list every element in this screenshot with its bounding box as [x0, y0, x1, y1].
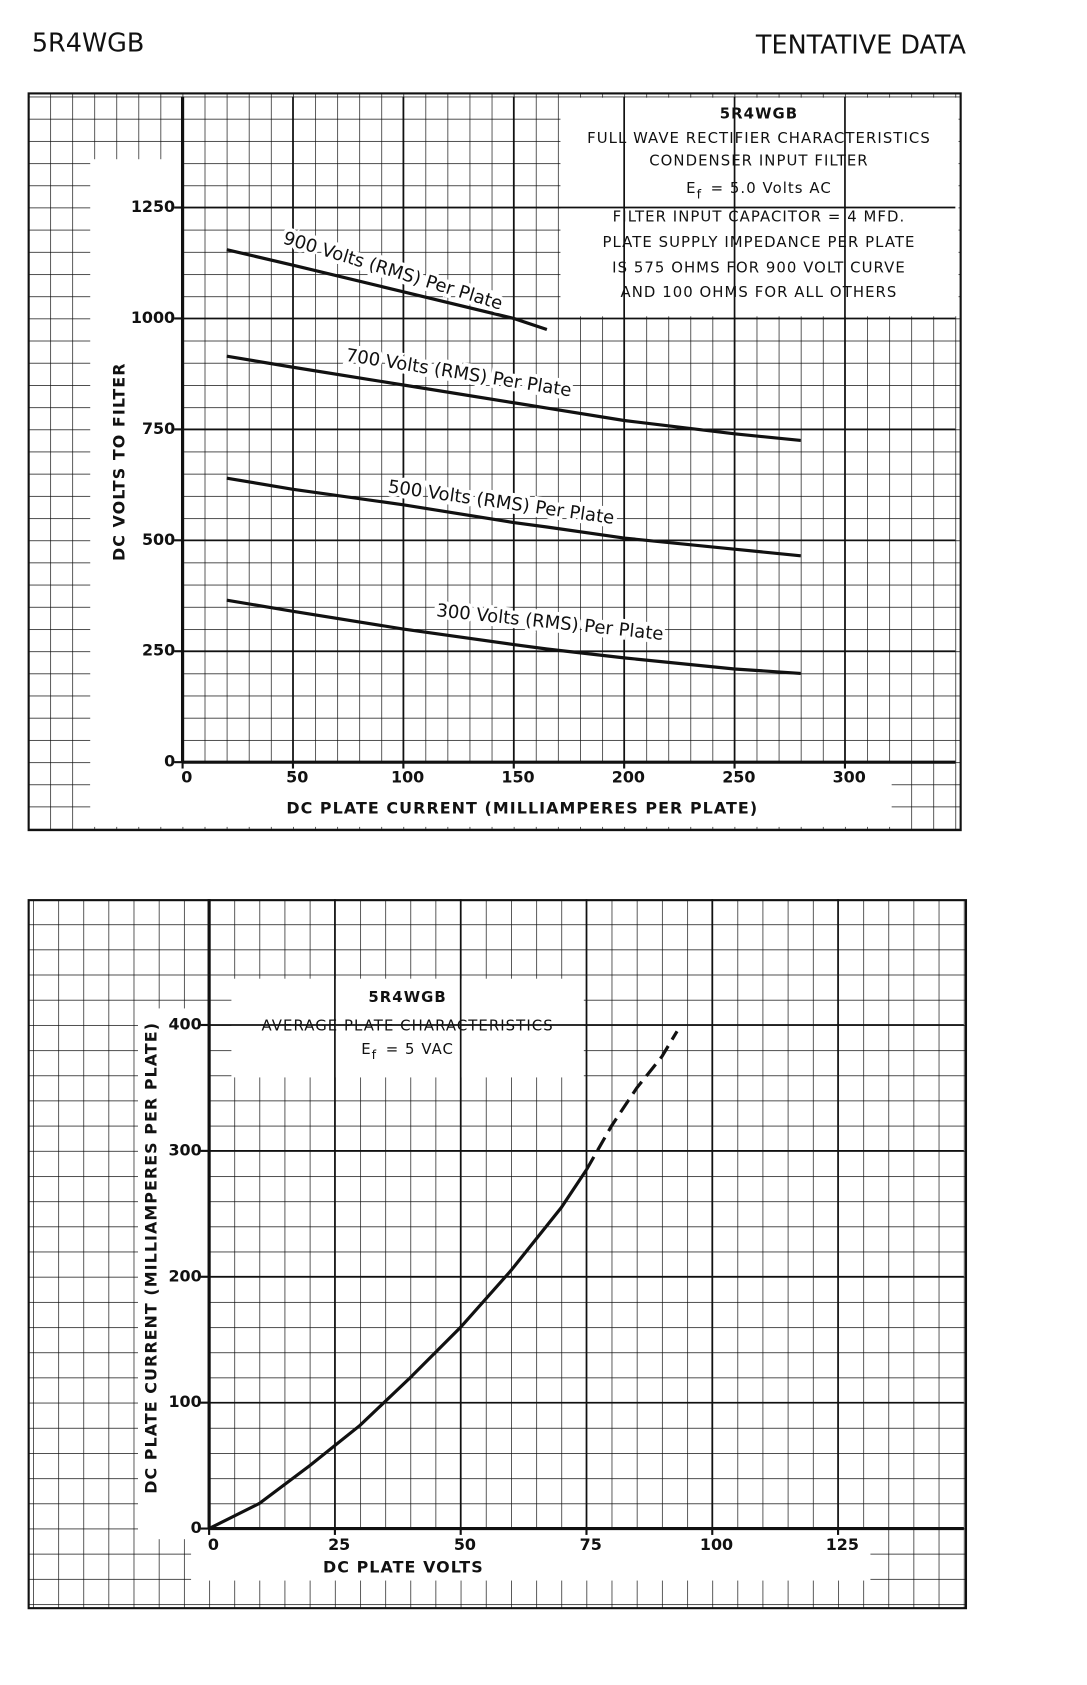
- page-header-right: TENTATIVE DATA: [755, 31, 967, 61]
- formula-text: = 5 VAC: [386, 1040, 454, 1058]
- panel-background: [231, 978, 584, 1078]
- annotation-line: AVERAGE PLATE CHARACTERISTICS: [262, 1016, 554, 1034]
- y-tick-label: 100: [168, 1392, 201, 1411]
- chart: 0 250 500 750 1000 1250 0 50 100 150 200 250 300 DC P…: [27, 92, 962, 832]
- data-line: [208, 1168, 588, 1530]
- y-tick-label: 0: [164, 752, 175, 771]
- y-axis-label: DC PLATE CURRENT (MILLIAMPERES PER PLATE…: [141, 1022, 160, 1494]
- data-line: [226, 354, 801, 443]
- x-axis-label: DC PLATE VOLTS: [323, 1557, 484, 1576]
- annotation-line: CONDENSER INPUT FILTER: [649, 151, 868, 169]
- formula-text: = 5.0 Volts AC: [711, 179, 832, 197]
- y-tick-label: 250: [142, 641, 175, 660]
- data-line: [585, 1030, 679, 1171]
- y-tick-label: 0: [191, 1518, 202, 1537]
- chart-frame: [27, 899, 968, 1610]
- y-tick-label: 300: [168, 1140, 201, 1159]
- x-tick-label: 0: [181, 768, 192, 787]
- x-tick-label: 200: [612, 768, 645, 787]
- chart-frame: [27, 92, 962, 832]
- annotation-formula: Ef = 5.0 Volts AC: [686, 179, 832, 202]
- annotation-line: IS 575 OHMS FOR 900 VOLT CURVE: [612, 259, 906, 277]
- y-tick-label: 1250: [131, 197, 175, 216]
- y-tick-label: 400: [168, 1014, 201, 1033]
- x-axis-label: DC PLATE CURRENT (MILLIAMPERES PER PLATE…: [286, 798, 758, 817]
- formula-symbol: E: [686, 179, 696, 197]
- x-tick-label: 100: [391, 768, 424, 787]
- page-header-left: 5R4WGB: [32, 29, 145, 59]
- x-tick-label: 75: [580, 1535, 602, 1554]
- x-tick-label: 125: [826, 1535, 859, 1554]
- x-tick-label: 300: [833, 768, 866, 787]
- chart: 0 100 200 300 400 0 25 50 75 100 125 DC PLATE VOLTS…: [27, 899, 968, 1610]
- x-tick-label: 25: [328, 1535, 350, 1554]
- x-tick-label: 50: [454, 1535, 476, 1554]
- annotation-line: PLATE SUPPLY IMPEDANCE PER PLATE: [602, 233, 915, 251]
- x-tick-label: 100: [700, 1535, 733, 1554]
- x-tick-label: 0: [208, 1535, 219, 1554]
- data-line: [226, 476, 801, 558]
- panel-background: [137, 1008, 210, 1540]
- y-tick-label: 750: [142, 419, 175, 438]
- data-line: [226, 598, 801, 676]
- formula-subscript: f: [372, 1048, 378, 1063]
- annotation-line: FILTER INPUT CAPACITOR = 4 MFD.: [613, 208, 906, 226]
- annotation-line: 5R4WGB: [368, 988, 446, 1006]
- annotation-line: FULL WAVE RECTIFIER CHARACTERISTICS: [587, 129, 931, 147]
- formula-subscript: f: [697, 187, 703, 202]
- data-line: [226, 248, 548, 332]
- y-tick-label: 1000: [131, 308, 175, 327]
- panel-background: [191, 1529, 871, 1581]
- x-tick-label: 50: [286, 768, 308, 787]
- panel-background: [90, 159, 183, 786]
- formula-symbol: E: [361, 1040, 371, 1058]
- panel-background: [90, 763, 892, 827]
- page-content: 5R4WGB TENTATIVE DATA 025050075010001250…: [27, 29, 968, 1610]
- annotation-formula: Ef = 5 VAC: [361, 1040, 454, 1063]
- y-tick-label: 500: [142, 530, 175, 549]
- annotation-line: AND 100 OHMS FOR ALL OTHERS: [621, 283, 898, 301]
- y-tick-label: 200: [168, 1266, 201, 1285]
- y-axis-label: DC VOLTS TO FILTER: [109, 362, 128, 561]
- x-tick-label: 150: [501, 768, 534, 787]
- x-tick-label: 250: [722, 768, 755, 787]
- annotation-line: 5R4WGB: [720, 105, 798, 123]
